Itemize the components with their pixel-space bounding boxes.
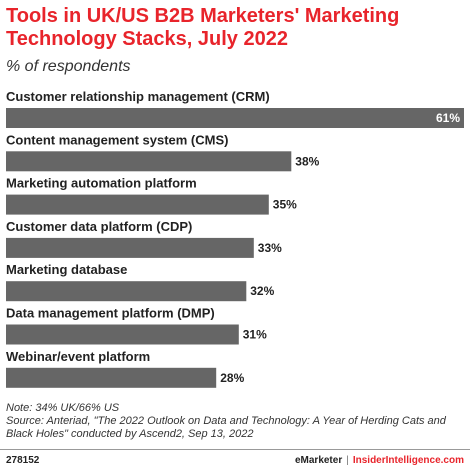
value-label: 61% (436, 111, 460, 125)
category-label: Customer relationship management (CRM) (6, 89, 270, 104)
value-label: 28% (220, 371, 244, 385)
footer-divider (0, 449, 470, 450)
bar (6, 194, 269, 215)
value-label: 32% (250, 284, 274, 298)
brand-separator: | (346, 455, 349, 466)
category-label: Marketing automation platform (6, 176, 197, 191)
category-label: Data management platform (DMP) (6, 306, 215, 321)
chart-title: Tools in UK/US B2B Marketers' Marketing … (6, 5, 400, 50)
bar (6, 367, 217, 388)
chart-id: 278152 (6, 455, 40, 466)
footer-brand: eMarketer | InsiderIntelligence.com (295, 455, 464, 466)
bar (6, 237, 254, 258)
category-label: Content management system (CMS) (6, 132, 228, 147)
value-label: 35% (273, 198, 297, 212)
category-label: Customer data platform (CDP) (6, 219, 192, 234)
value-label: 38% (295, 154, 319, 168)
footnote-source: Source: Anteriad, "The 2022 Outlook on D… (6, 415, 446, 440)
category-label: Marketing database (6, 262, 127, 277)
bar (6, 281, 247, 302)
bar (6, 151, 292, 172)
brand-emarketer: eMarketer (294, 455, 343, 466)
bar-chart: Customer relationship management (CRM) 61… (6, 89, 464, 388)
chart-subtitle: % of respondents (6, 58, 131, 75)
footnote-note: Note: 34% UK/66% US (6, 402, 120, 414)
value-label: 31% (243, 328, 267, 342)
bar (6, 324, 239, 345)
category-label: Webinar/event platform (6, 349, 150, 364)
brand-insiderintelligence: InsiderIntelligence.com (352, 455, 464, 466)
value-label: 33% (258, 241, 282, 255)
bar (6, 108, 464, 128)
footnote: Note: 34% UK/66% US Source: Anteriad, "T… (6, 402, 464, 441)
